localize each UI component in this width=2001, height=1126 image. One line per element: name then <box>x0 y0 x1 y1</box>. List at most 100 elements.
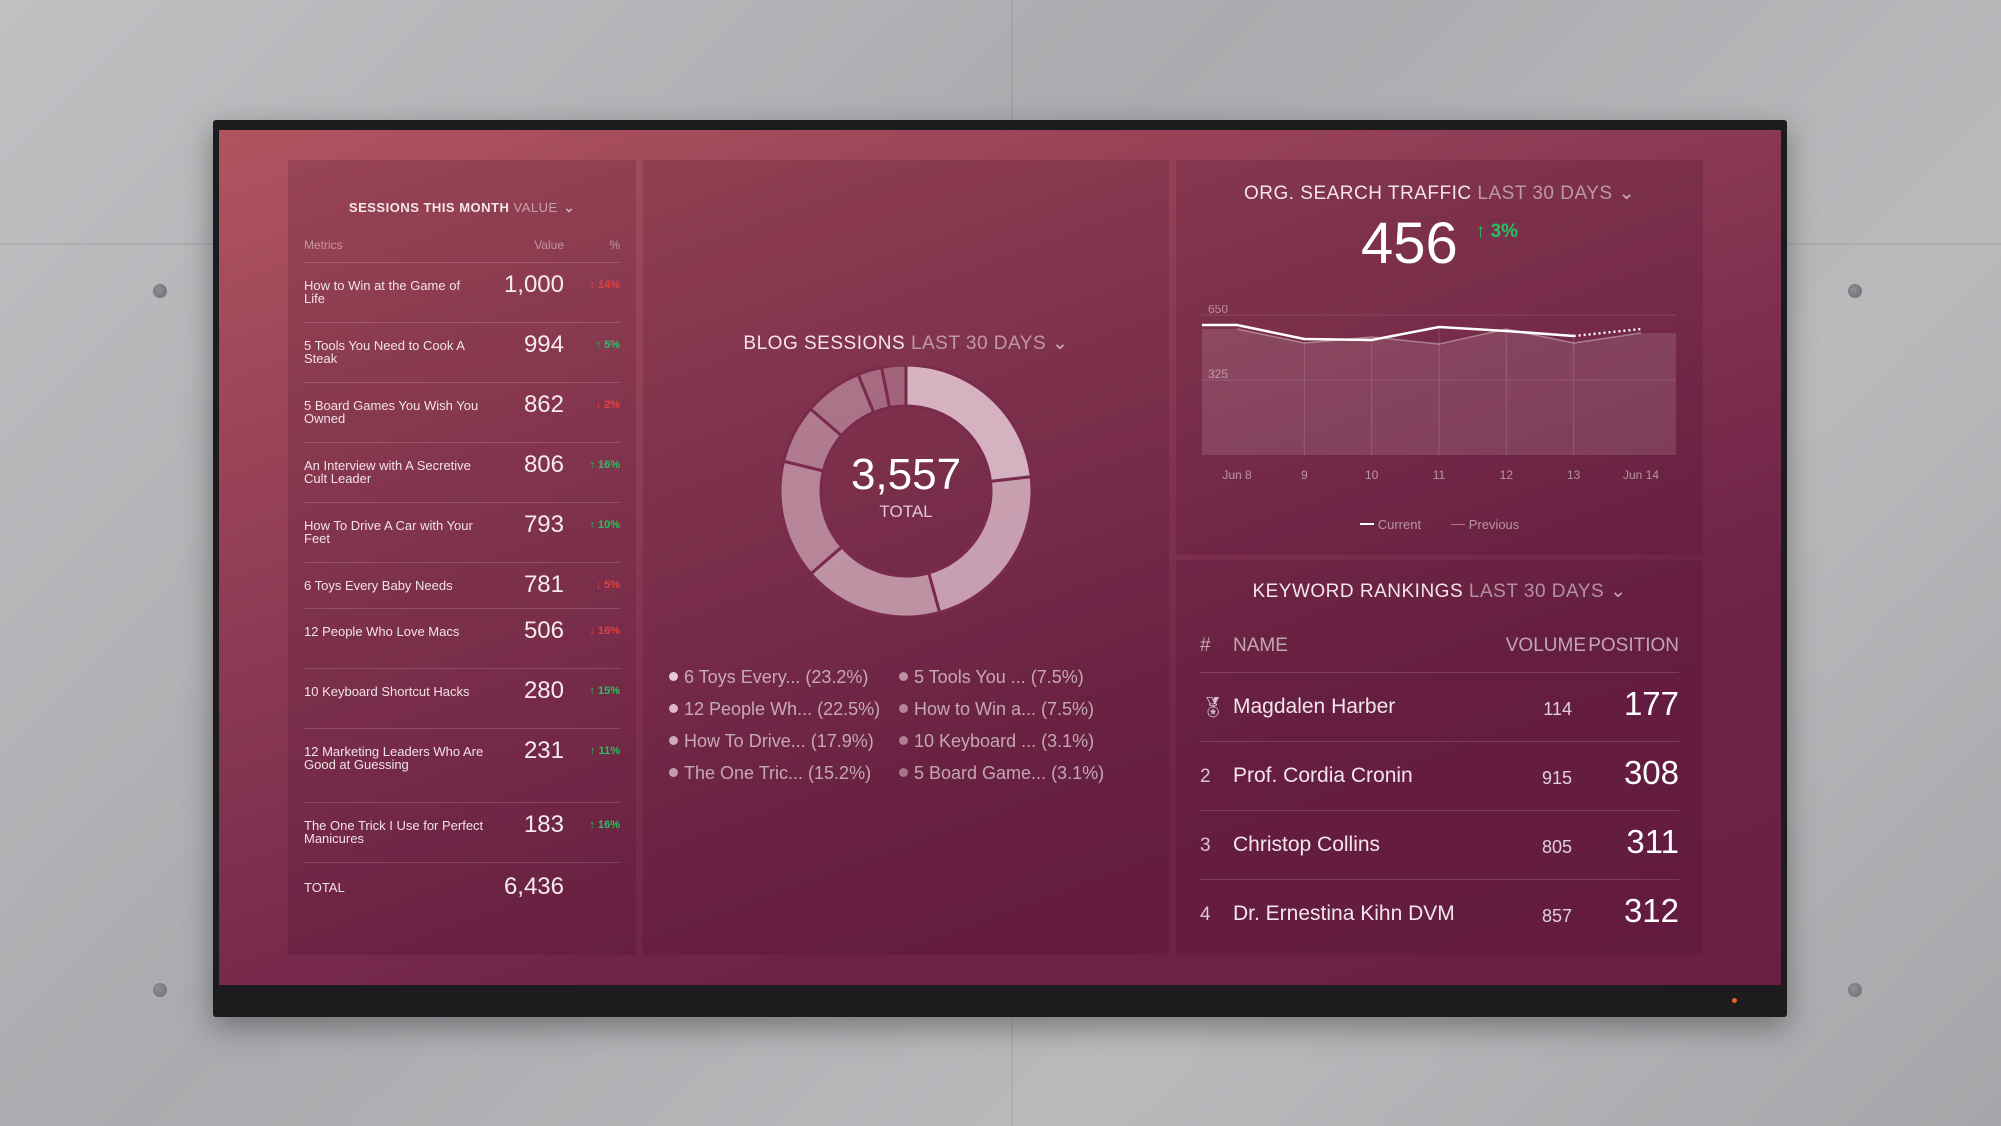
rank: 2 <box>1200 766 1211 787</box>
metric-change: ↓ 2% <box>595 399 620 411</box>
table-row[interactable]: 5 Tools You Need to Cook A Steak 994 ↑ 5% <box>304 322 620 382</box>
keyword-name: Prof. Cordia Cronin <box>1233 764 1413 787</box>
keyword-position: 177 <box>1623 685 1679 722</box>
donut-chart <box>781 366 1031 616</box>
table-row[interactable]: 12 People Who Love Macs 506 ↓ 16% <box>304 608 620 668</box>
table-row[interactable]: How To Drive A Car with Your Feet 793 ↑ 10… <box>304 502 620 562</box>
keyword-row[interactable]: 3 Christop Collins 805 311 <box>1200 810 1679 879</box>
metric-name: How To Drive A Car with Your Feet <box>304 518 473 546</box>
sessions-title[interactable]: SESSIONS THIS MONTH VALUE ⌄ <box>348 200 576 215</box>
metric-change: ↑ 16% <box>589 459 620 471</box>
legend-item[interactable]: How To Drive... (17.9%) <box>669 731 874 752</box>
previous-series-line <box>1236 328 1642 345</box>
metric-name: 10 Keyboard Shortcut Hacks <box>304 684 470 699</box>
keyword-position: 308 <box>1623 754 1679 791</box>
metric-value: 506 <box>523 617 564 644</box>
wall-bolt <box>153 284 167 298</box>
search-value: 456 ↑ 3% <box>1360 211 1519 276</box>
metric-change: ↓ 16% <box>589 625 620 637</box>
legend-item[interactable]: 12 People Wh... (22.5%) <box>669 699 880 720</box>
table-row[interactable]: The One Trick I Use for Perfect Manicure… <box>304 802 620 862</box>
legend-item[interactable]: How to Win a... (7.5%) <box>899 699 1094 720</box>
legend-item[interactable]: 5 Board Game... (3.1%) <box>899 763 1104 784</box>
metric-change: ↓ 5% <box>595 579 620 591</box>
metric-value: 1,000 <box>503 271 564 298</box>
donut-slice[interactable] <box>904 366 1031 484</box>
col-value: Value <box>534 238 564 252</box>
legend-dot-icon <box>899 704 908 713</box>
rank: 4 <box>1200 904 1211 925</box>
wall-bolt <box>153 983 167 997</box>
keywords-rows: 🏅︎ Magdalen Harber 114 177 2 Prof. Cordia Cro… <box>1200 672 1679 948</box>
metric-value: 231 <box>523 737 564 764</box>
keyword-position: 312 <box>1623 892 1679 929</box>
metric-name: 5 Tools You Need to Cook A Steak <box>304 338 465 366</box>
medal-icon: 🏅︎ <box>1200 697 1226 719</box>
legend-dot-icon <box>669 736 678 745</box>
keyword-name: Christop Collins <box>1233 833 1381 856</box>
search-change: ↑ 3% <box>1475 221 1519 242</box>
total-row: TOTAL 6,436 <box>304 862 620 912</box>
keywords-title[interactable]: KEYWORD RANKINGS LAST 30 DAYS ⌄ <box>1252 581 1627 602</box>
previous-area <box>1202 329 1676 455</box>
power-led <box>1732 998 1737 1003</box>
table-row[interactable]: How to Win at the Game of Life 1,000 ↓ 14% <box>304 262 620 322</box>
metric-change: ↑ 16% <box>589 819 620 831</box>
keyword-row[interactable]: 4 Dr. Ernestina Kihn DVM 857 312 <box>1200 879 1679 948</box>
keyword-volume: 857 <box>1541 906 1572 926</box>
keyword-row[interactable]: 🏅︎ Magdalen Harber 114 177 <box>1200 672 1679 741</box>
metric-value: 183 <box>523 811 564 838</box>
x-tick-label: 12 <box>1500 468 1514 482</box>
metric-name: An Interview with A Secretive Cult Leade… <box>304 458 471 486</box>
table-row[interactable]: 12 Marketing Leaders Who Are Good at Gue… <box>304 728 620 802</box>
table-row[interactable]: 5 Board Games You Wish You Owned 862 ↓ 2% <box>304 382 620 442</box>
x-tick-label: Jun 8 <box>1222 468 1252 482</box>
dashboard-screen: SESSIONS THIS MONTH VALUE ⌄ Metrics Value… <box>219 130 1781 985</box>
chevron-down-icon: ⌄ <box>1052 333 1069 354</box>
legend-item[interactable]: 5 Tools You ... (7.5%) <box>899 667 1084 688</box>
metric-value: 781 <box>523 571 564 598</box>
blog-title[interactable]: BLOG SESSIONS LAST 30 DAYS ⌄ <box>743 333 1069 354</box>
sessions-rows: How to Win at the Game of Life 1,000 ↓ 14%… <box>304 262 620 912</box>
chevron-down-icon: ⌄ <box>563 200 576 215</box>
col-metrics: Metrics <box>304 238 343 252</box>
metric-change: ↑ 15% <box>589 685 620 697</box>
legend-dot-icon <box>899 768 908 777</box>
keyword-position: 311 <box>1626 823 1679 860</box>
table-row[interactable]: 10 Keyboard Shortcut Hacks 280 ↑ 15% <box>304 668 620 728</box>
metric-name: How to Win at the Game of Life <box>304 278 461 306</box>
metric-value: 994 <box>523 331 564 358</box>
metric-name: 12 Marketing Leaders Who Are Good at Gue… <box>304 744 484 772</box>
metric-name: The One Trick I Use for Perfect Manicure… <box>304 818 484 846</box>
x-tick-label: 9 <box>1301 468 1308 482</box>
legend-current: Current <box>1359 517 1421 532</box>
metric-value: 280 <box>523 677 564 704</box>
sessions-panel: SESSIONS THIS MONTH VALUE ⌄ Metrics Value… <box>288 160 636 955</box>
rank: 3 <box>1200 835 1211 856</box>
metric-change: ↑ 5% <box>595 339 620 351</box>
donut-total-label: TOTAL <box>879 502 933 521</box>
legend-previous: Previous <box>1450 517 1519 532</box>
keyword-row[interactable]: 2 Prof. Cordia Cronin 915 308 <box>1200 741 1679 810</box>
keyword-volume: 915 <box>1541 768 1572 788</box>
total-value: 6,436 <box>503 873 564 900</box>
donut-slice[interactable] <box>879 366 908 410</box>
x-tick-label: 10 <box>1365 468 1379 482</box>
search-title[interactable]: ORG. SEARCH TRAFFIC LAST 30 DAYS ⌄ <box>1243 183 1636 204</box>
blog-sessions-panel: BLOG SESSIONS LAST 30 DAYS ⌄ 3,557 TOTAL … <box>643 160 1169 955</box>
table-row[interactable]: An Interview with A Secretive Cult Leade… <box>304 442 620 502</box>
chevron-down-icon: ⌄ <box>1610 581 1627 602</box>
keyword-rankings-panel: KEYWORD RANKINGS LAST 30 DAYS ⌄ # NAME VO… <box>1176 560 1703 955</box>
keyword-name: Magdalen Harber <box>1233 695 1396 718</box>
legend-dot-icon <box>899 672 908 681</box>
metric-change: ↑ 11% <box>590 745 620 757</box>
col-pct: % <box>609 238 620 252</box>
legend-item[interactable]: 10 Keyboard ... (3.1%) <box>899 731 1094 752</box>
metric-name: 5 Board Games You Wish You Owned <box>304 398 479 426</box>
current-series-projection <box>1573 327 1642 338</box>
keyword-volume: 114 <box>1543 699 1572 719</box>
legend-item[interactable]: 6 Toys Every... (23.2%) <box>669 667 868 688</box>
metric-change: ↓ 14% <box>589 279 620 291</box>
legend-item[interactable]: The One Tric... (15.2%) <box>669 763 871 784</box>
table-row[interactable]: 6 Toys Every Baby Needs 781 ↓ 5% <box>304 562 620 608</box>
